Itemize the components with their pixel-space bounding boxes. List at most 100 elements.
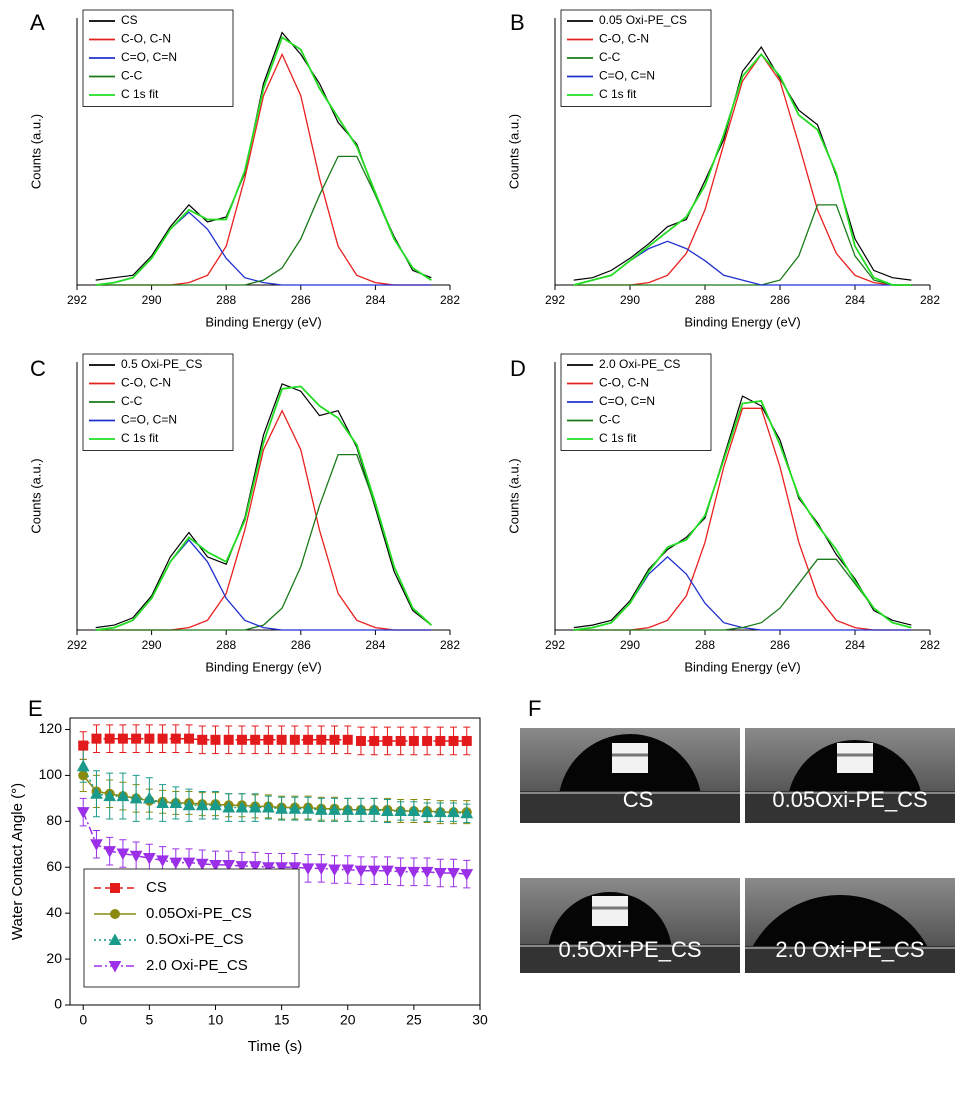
marker — [460, 806, 474, 819]
marker — [169, 857, 183, 870]
marker — [108, 961, 122, 973]
x-tick-label: 292 — [67, 638, 87, 652]
marker — [108, 933, 122, 945]
series-line — [573, 558, 912, 631]
marker — [76, 807, 90, 819]
substrate — [745, 946, 955, 973]
marker — [341, 803, 355, 815]
series-line — [82, 774, 467, 813]
x-tick-label: 286 — [770, 293, 790, 307]
legend-label: 0.05 Oxi-PE_CS — [599, 13, 687, 27]
droplet-highlight — [837, 743, 873, 773]
series-line — [573, 395, 912, 629]
legend-label: CS — [121, 13, 138, 27]
photo-label: 0.5Oxi-PE_CS — [558, 937, 701, 962]
y-tick-label: 100 — [39, 766, 63, 782]
x-tick-label: 286 — [291, 638, 311, 652]
x-tick-label: 290 — [142, 638, 162, 652]
x-tick-label: 288 — [695, 293, 715, 307]
legend-label: C-O, C-N — [121, 376, 171, 390]
marker — [435, 735, 446, 746]
x-tick-label: 282 — [920, 638, 940, 652]
photo-label: 2.0 Oxi-PE_CS — [775, 937, 924, 962]
marker — [367, 803, 381, 815]
marker — [117, 733, 128, 744]
marker — [182, 857, 196, 870]
marker — [275, 862, 288, 874]
marker — [328, 864, 341, 877]
series-line — [95, 211, 432, 286]
x-tick-label: 0 — [79, 1012, 87, 1028]
legend-label: C 1s fit — [121, 87, 159, 101]
marker — [78, 740, 89, 751]
marker — [76, 759, 90, 772]
marker — [209, 859, 222, 872]
marker — [90, 787, 103, 799]
x-tick-label: 5 — [145, 1012, 153, 1028]
series-line — [95, 155, 432, 286]
series-line — [95, 36, 432, 286]
x-tick-label: 284 — [845, 638, 865, 652]
marker — [355, 735, 366, 746]
x-tick-label: 286 — [770, 638, 790, 652]
x-tick-label: 288 — [216, 638, 236, 652]
legend-label: C-O, C-N — [121, 32, 171, 46]
marker — [222, 801, 236, 813]
legend-label: C=O, C=N — [121, 413, 177, 427]
marker — [342, 734, 353, 745]
marker — [156, 796, 169, 808]
substrate — [745, 791, 955, 823]
series-line — [573, 53, 912, 286]
y-tick-label: 20 — [46, 950, 62, 966]
substrate — [520, 944, 740, 973]
marker — [143, 853, 156, 865]
x-axis-label: Binding Energy (eV) — [684, 314, 800, 329]
legend-label: C=O, C=N — [121, 50, 177, 64]
marker — [195, 798, 209, 811]
x-tick-label: 25 — [406, 1012, 422, 1028]
legend-label: 0.05Oxi-PE_CS — [146, 905, 252, 922]
marker — [448, 735, 459, 746]
x-axis-label: Time (s) — [248, 1038, 302, 1055]
x-tick-label: 30 — [472, 1012, 488, 1028]
marker — [301, 802, 315, 814]
marker — [131, 733, 142, 744]
marker — [394, 866, 407, 879]
x-tick-label: 288 — [695, 638, 715, 652]
marker — [394, 804, 407, 816]
marker — [195, 858, 209, 871]
legend-label: 2.0 Oxi-PE_CS — [599, 357, 680, 371]
series-line — [82, 811, 467, 875]
y-tick-label: 40 — [46, 904, 62, 920]
marker — [288, 862, 302, 874]
legend-label: 0.5 Oxi-PE_CS — [121, 357, 202, 371]
substrate — [520, 791, 740, 823]
marker — [197, 734, 208, 745]
marker — [262, 862, 275, 874]
marker — [110, 883, 120, 893]
marker — [382, 735, 393, 746]
panel-label: C — [30, 356, 46, 381]
marker — [316, 734, 327, 745]
x-tick-label: 290 — [142, 293, 162, 307]
y-axis-label: Counts (a.u.) — [506, 114, 521, 189]
marker — [381, 865, 394, 878]
y-axis-label: Counts (a.u.) — [28, 458, 43, 533]
marker — [169, 796, 183, 808]
x-axis-label: Binding Energy (eV) — [205, 314, 321, 329]
marker — [354, 803, 368, 815]
marker — [116, 848, 130, 861]
x-axis-label: Binding Energy (eV) — [205, 659, 321, 674]
panel-label: B — [510, 10, 525, 35]
legend-label: C-O, C-N — [599, 376, 649, 390]
marker — [447, 867, 460, 880]
droplet-highlight — [592, 896, 628, 926]
y-axis-label: Water Contact Angle (°) — [9, 783, 26, 940]
marker — [103, 846, 117, 858]
marker — [289, 734, 300, 745]
legend-label: C-C — [121, 394, 143, 408]
marker — [248, 801, 262, 813]
marker — [422, 735, 433, 746]
marker — [433, 805, 447, 818]
